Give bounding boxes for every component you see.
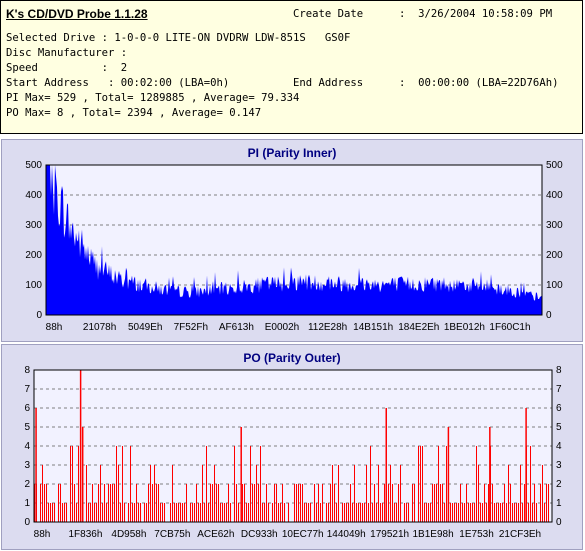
po-x-tick-label: 179521h xyxy=(370,529,409,540)
po-x-tick-label: ACE62h xyxy=(197,529,234,540)
pi-chart: 0 0 100 100 200 200 300 300 400 400 500 500 88h 21078… xyxy=(25,160,563,333)
end-address-label: End Address xyxy=(293,77,364,89)
pi-y-tick-left: 0 xyxy=(36,310,42,321)
po-chart-panel: PO (Parity Outer) 0 0 1 1 2 2 3 3 4 4 5 5 6 6 7 7 8 8 88h 1… xyxy=(1,344,583,550)
po-y-tick-right: 2 xyxy=(556,479,562,490)
po-bars xyxy=(34,370,549,522)
pi-y-tick-right: 400 xyxy=(546,190,563,201)
pi-chart-panel: PI (Parity Inner) 0 0 100 100 200 200 300 300 40… xyxy=(1,139,583,342)
pi-stats: PI Max= 529 , Total= 1289885 , Average= … xyxy=(6,92,300,104)
po-y-tick-right: 0 xyxy=(556,517,562,528)
po-y-tick-left: 5 xyxy=(24,422,30,433)
po-y-tick-right: 5 xyxy=(556,422,562,433)
po-y-tick-right: 4 xyxy=(556,441,562,452)
po-x-tick-label: 1B1E98h xyxy=(413,529,454,540)
po-x-tick-label: 1F836h xyxy=(68,529,102,540)
end-address-value: : 00:00:00 (LBA=22D76Ah) xyxy=(399,77,559,89)
po-y-tick-right: 1 xyxy=(556,498,562,509)
pi-y-tick-left: 200 xyxy=(25,250,42,261)
po-x-tick-label: 144049h xyxy=(327,529,366,540)
po-x-tick-label: 7CB75h xyxy=(154,529,190,540)
pi-y-tick-left: 500 xyxy=(25,160,42,171)
create-date-value: : 3/26/2004 10:58:09 PM xyxy=(399,8,553,20)
pi-x-tick-label: 21078h xyxy=(83,322,116,333)
pi-x-tick-label: 14B151h xyxy=(353,322,393,333)
po-x-tick-label: 10EC77h xyxy=(282,529,324,540)
start-address: Start Address : 00:02:00 (LBA=0h) xyxy=(6,77,230,89)
app-title: K's CD/DVD Probe 1.1.28 xyxy=(6,7,148,21)
po-y-tick-left: 4 xyxy=(24,441,30,452)
po-x-tick-label: DC933h xyxy=(241,529,278,540)
po-x-tick-label: 4D958h xyxy=(111,529,146,540)
pi-y-tick-right: 500 xyxy=(546,160,563,171)
pi-x-tick-label: 1BE012h xyxy=(444,322,485,333)
po-y-tick-left: 3 xyxy=(24,460,30,471)
po-y-tick-left: 6 xyxy=(24,403,30,414)
pi-x-tick-label: AF613h xyxy=(219,322,254,333)
speed: Speed : 2 xyxy=(6,62,128,74)
po-x-tick-label: 88h xyxy=(34,529,51,540)
pi-x-tick-label: 88h xyxy=(46,322,63,333)
disc-manufacturer: Disc Manufacturer : xyxy=(6,47,128,59)
po-chart: 0 0 1 1 2 2 3 3 4 4 5 5 6 6 7 7 8 8 88h 1F836h 4D958h 7CB75h A… xyxy=(24,365,562,540)
pi-plot-border xyxy=(45,164,543,316)
create-date-label: Create Date xyxy=(293,8,364,20)
po-stats: PO Max= 8 , Total= 2394 , Average= 0.147 xyxy=(6,107,262,119)
po-y-tick-right: 7 xyxy=(556,384,562,395)
pi-x-tick-label: 112E28h xyxy=(308,322,347,333)
po-x-tick-label: 1E753h xyxy=(459,529,493,540)
info-panel: K's CD/DVD Probe 1.1.28 Create Date : 3/… xyxy=(0,0,583,134)
pi-x-tick-label: 5049Eh xyxy=(128,322,162,333)
po-y-tick-left: 8 xyxy=(24,365,30,376)
po-y-tick-left: 2 xyxy=(24,479,30,490)
pi-series-area xyxy=(46,165,542,315)
pi-y-tick-right: 100 xyxy=(546,280,563,291)
po-y-tick-right: 8 xyxy=(556,365,562,376)
po-y-tick-left: 7 xyxy=(24,384,30,395)
pi-chart-title: PI (Parity Inner) xyxy=(247,146,337,160)
pi-y-tick-right: 300 xyxy=(546,220,563,231)
po-y-tick-left: 0 xyxy=(24,517,30,528)
pi-y-tick-right: 0 xyxy=(546,310,552,321)
pi-x-tick-label: E0002h xyxy=(265,322,299,333)
pi-x-tick-label: 1F60C1h xyxy=(489,322,530,333)
po-x-tick-label: 21CF3Eh xyxy=(499,529,541,540)
pi-y-tick-left: 300 xyxy=(25,220,42,231)
po-y-tick-right: 3 xyxy=(556,460,562,471)
pi-y-tick-left: 400 xyxy=(25,190,42,201)
pi-x-tick-label: 7F52Fh xyxy=(174,322,208,333)
po-y-tick-right: 6 xyxy=(556,403,562,414)
po-y-tick-left: 1 xyxy=(24,498,30,509)
po-plot-border xyxy=(33,369,553,523)
pi-x-tick-label: 184E2Eh xyxy=(398,322,439,333)
selected-drive: Selected Drive : 1-0-0-0 LITE-ON DVDRW L… xyxy=(6,32,351,44)
pi-y-tick-right: 200 xyxy=(546,250,563,261)
pi-y-tick-left: 100 xyxy=(25,280,42,291)
po-chart-title: PO (Parity Outer) xyxy=(243,351,341,365)
